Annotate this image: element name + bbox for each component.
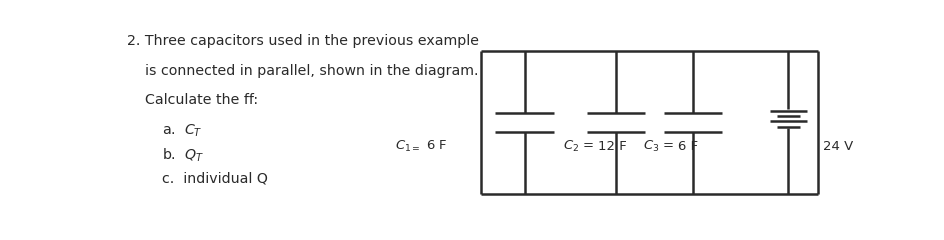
Text: $C_{1=}$ 6 F: $C_{1=}$ 6 F — [395, 138, 447, 154]
Text: 2. Three capacitors used in the previous example: 2. Three capacitors used in the previous… — [126, 34, 479, 48]
Text: b.  $Q_T$: b. $Q_T$ — [162, 147, 204, 164]
Text: 12 F: 12 F — [598, 140, 626, 153]
Text: 6 F: 6 F — [678, 140, 698, 153]
Text: 24 V: 24 V — [822, 140, 852, 153]
Text: $C_{3}$ =: $C_{3}$ = — [643, 138, 674, 154]
Text: is connected in parallel, shown in the diagram.: is connected in parallel, shown in the d… — [126, 64, 478, 78]
Text: Calculate the ff:: Calculate the ff: — [126, 94, 258, 108]
Text: c.  individual Q: c. individual Q — [162, 171, 268, 185]
Text: a.  $C_T$: a. $C_T$ — [162, 123, 203, 139]
Text: $C_{2}$ =: $C_{2}$ = — [563, 138, 594, 154]
